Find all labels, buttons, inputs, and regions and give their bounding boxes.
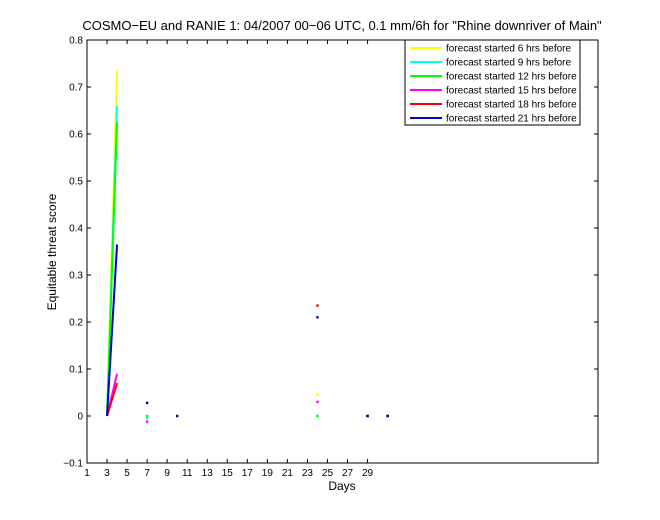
y-tick-label: 0.5 bbox=[69, 177, 83, 188]
y-axis-label: Equitable threat score bbox=[45, 193, 59, 310]
x-tick-label: 29 bbox=[362, 468, 374, 479]
y-tick-label: 0.1 bbox=[69, 365, 83, 376]
series-point bbox=[316, 304, 319, 307]
series-point bbox=[145, 417, 149, 420]
legend-label: forecast started 15 hrs before bbox=[446, 86, 577, 97]
y-tick-label: −0.1 bbox=[63, 459, 83, 470]
x-tick-label: 17 bbox=[242, 468, 254, 479]
y-tick-label: 0.8 bbox=[69, 36, 83, 47]
legend-label: forecast started 21 hrs before bbox=[446, 114, 577, 125]
series-layer bbox=[106, 70, 389, 423]
legend-label: forecast started 18 hrs before bbox=[446, 100, 577, 111]
series-point bbox=[366, 414, 369, 418]
series-point bbox=[316, 414, 319, 418]
x-tick-label: 25 bbox=[322, 468, 334, 479]
y-tick-label: 0.4 bbox=[69, 224, 83, 235]
series-line-segment bbox=[106, 244, 119, 417]
series-point bbox=[145, 401, 149, 405]
tick-layer: 1 3 5 7 9 11 13 15 17 19 21 23 25 27 29−0.100.10.20.30… bbox=[63, 36, 598, 479]
series-point bbox=[316, 393, 319, 397]
series-point bbox=[386, 414, 389, 418]
series-point bbox=[316, 400, 319, 404]
x-tick-label: 23 bbox=[302, 468, 314, 479]
legend-label: forecast started 9 hrs before bbox=[446, 58, 572, 69]
x-tick-label: 3 bbox=[104, 468, 110, 479]
x-tick-label: 9 bbox=[164, 468, 170, 479]
legend: forecast started 6 hrs before forecast st… bbox=[404, 39, 581, 126]
chart-title: COSMO−EU and RANIE 1: 04/2007 00−06 UTC,… bbox=[82, 18, 602, 33]
series-line-segment bbox=[106, 122, 119, 417]
y-tick-label: 0.2 bbox=[69, 318, 83, 329]
y-tick-label: 0.7 bbox=[69, 83, 83, 94]
legend-label: forecast started 6 hrs before bbox=[446, 44, 572, 55]
series-point bbox=[145, 414, 149, 418]
legend-label: forecast started 12 hrs before bbox=[446, 72, 577, 83]
x-tick-label: 15 bbox=[222, 468, 234, 479]
x-tick-label: 19 bbox=[262, 468, 274, 479]
legend-box bbox=[404, 39, 581, 126]
x-tick-label: 11 bbox=[182, 468, 193, 479]
x-tick-label: 21 bbox=[282, 468, 294, 479]
x-tick-label: 27 bbox=[342, 468, 354, 479]
series-line-segment bbox=[106, 382, 119, 417]
x-tick-label: 7 bbox=[144, 468, 150, 479]
x-tick-label: 13 bbox=[202, 468, 214, 479]
series-point bbox=[316, 316, 319, 319]
series-point bbox=[145, 420, 149, 423]
x-axis-label: Days bbox=[328, 479, 355, 493]
x-tick-label: 5 bbox=[124, 468, 130, 479]
y-tick-label: 0.3 bbox=[69, 271, 83, 282]
y-tick-label: 0 bbox=[77, 412, 83, 423]
series-point bbox=[175, 414, 179, 418]
y-tick-label: 0.6 bbox=[69, 130, 83, 141]
x-tick-label: 1 bbox=[84, 468, 90, 479]
